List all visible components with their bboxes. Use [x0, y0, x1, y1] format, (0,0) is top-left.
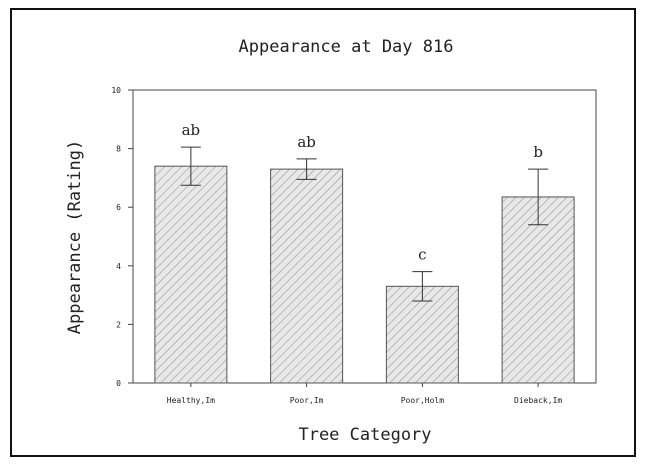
significance-letter: ab [297, 133, 316, 151]
significance-letter: ab [182, 121, 201, 139]
x-axis: Healthy,Im Poor,Im Poor,Holm Dieback,Im [167, 383, 562, 405]
bar [154, 165, 228, 384]
plot-area [132, 89, 597, 384]
chart-title: Appearance at Day 816 [239, 37, 454, 57]
y-tick-label: 0 [116, 379, 121, 388]
y-tick-label: 2 [116, 320, 121, 329]
x-axis-label: Tree Category [298, 425, 431, 445]
x-tick-label: Poor,Im [290, 396, 324, 405]
significance-letter: c [418, 246, 426, 264]
significance-letter: b [533, 143, 543, 161]
y-axis: 0 2 4 6 8 10 [111, 86, 133, 388]
y-tick-label: 8 [116, 145, 121, 154]
y-tick-label: 4 [116, 262, 121, 271]
x-tick-label: Dieback,Im [514, 396, 562, 405]
bars: ab ab c b [154, 121, 575, 384]
y-axis-label: Appearance (Rating) [65, 140, 85, 334]
bar [270, 168, 344, 384]
y-tick-label: 6 [116, 203, 121, 212]
x-tick-label: Healthy,Im [167, 396, 215, 405]
x-tick-label: Poor,Holm [401, 396, 445, 405]
y-tick-label: 10 [111, 86, 121, 95]
